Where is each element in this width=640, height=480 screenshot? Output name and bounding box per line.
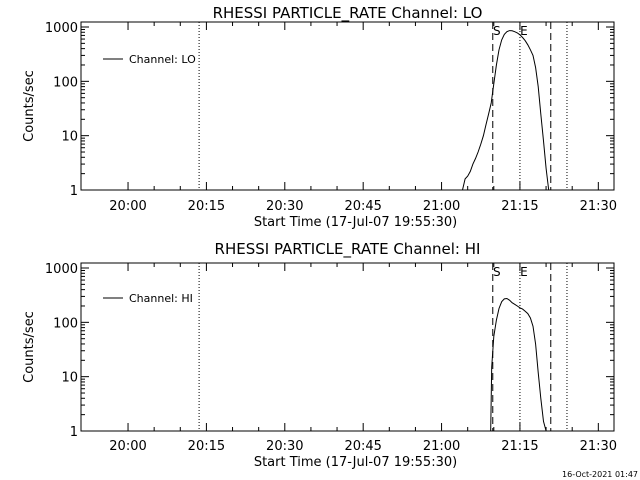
x-tick-label: 20:00: [109, 199, 146, 214]
lo-channel-panel: RHESSI PARTICLE_RATE Channel: LO 20:00 20:…: [22, 4, 617, 230]
marker-label: S: [493, 24, 501, 38]
x-tick-label: 21:15: [501, 439, 538, 454]
timestamp: 16-Oct-2021 01:47: [562, 470, 638, 479]
legend-label: Channel: HI: [129, 292, 193, 305]
marker-label: E: [520, 265, 528, 279]
x-tick-label: 20:15: [188, 199, 225, 214]
plot-frame: [80, 21, 615, 191]
chart-title: RHESSI PARTICLE_RATE Channel: LO: [213, 4, 483, 23]
x-axis-label: Start Time (17-Jul-07 19:55:30): [254, 455, 457, 470]
y-axis-label: Counts/sec: [22, 70, 37, 142]
series-line: [462, 30, 550, 191]
x-tick-label: 21:30: [580, 439, 617, 454]
x-tick-label: 21:15: [501, 199, 538, 214]
y-tick-label: 1: [70, 425, 78, 440]
y-tick-label: 1000: [45, 21, 78, 36]
x-tick-label: 21:30: [580, 199, 617, 214]
x-tick-label: 20:45: [344, 199, 381, 214]
x-tick-label: 20:00: [109, 439, 146, 454]
x-tick-label: 21:00: [423, 439, 460, 454]
marker-label: S: [493, 265, 501, 279]
x-tick-label: 20:45: [344, 439, 381, 454]
x-tick-label: 21:00: [423, 199, 460, 214]
x-axis-label: Start Time (17-Jul-07 19:55:30): [254, 215, 457, 230]
y-axis-label: Counts/sec: [22, 311, 37, 383]
hi-channel-panel: RHESSI PARTICLE_RATE Channel: HI 20:00 20:…: [22, 240, 617, 470]
y-tick-label: 100: [53, 316, 78, 331]
series-line: [490, 297, 547, 432]
x-tick-label: 20:30: [266, 439, 303, 454]
y-tick-label: 1: [70, 184, 78, 199]
x-tick-label: 20:30: [266, 199, 303, 214]
legend-label: Channel: LO: [129, 53, 196, 66]
y-tick-label: 100: [53, 75, 78, 90]
y-tick-label: 1000: [45, 262, 78, 277]
chart-title: RHESSI PARTICLE_RATE Channel: HI: [215, 240, 481, 259]
x-tick-label: 20:15: [188, 439, 225, 454]
y-tick-label: 10: [61, 130, 78, 145]
y-tick-label: 10: [61, 371, 78, 386]
marker-label: E: [520, 24, 528, 38]
plot-frame: [80, 262, 615, 432]
